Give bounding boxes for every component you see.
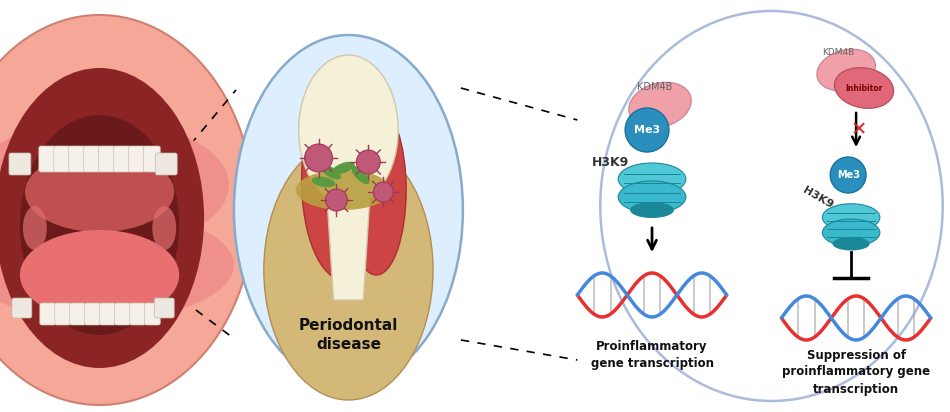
Ellipse shape (352, 166, 370, 184)
FancyBboxPatch shape (85, 303, 101, 325)
Polygon shape (327, 190, 370, 300)
Ellipse shape (0, 15, 254, 405)
Ellipse shape (0, 68, 204, 368)
FancyBboxPatch shape (115, 303, 130, 325)
FancyBboxPatch shape (12, 298, 32, 318)
Circle shape (830, 157, 866, 193)
Text: ✕: ✕ (851, 120, 867, 140)
Ellipse shape (91, 189, 107, 221)
Ellipse shape (332, 162, 354, 174)
Ellipse shape (152, 206, 176, 250)
Ellipse shape (312, 177, 335, 187)
Text: Periodontal
disease: Periodontal disease (298, 318, 398, 352)
FancyBboxPatch shape (154, 298, 174, 318)
Circle shape (305, 144, 332, 172)
FancyBboxPatch shape (39, 146, 56, 172)
Ellipse shape (817, 49, 876, 91)
FancyBboxPatch shape (155, 153, 178, 175)
Ellipse shape (0, 120, 229, 250)
Text: KDM4B: KDM4B (637, 82, 673, 92)
Text: Me3: Me3 (837, 170, 860, 180)
FancyBboxPatch shape (84, 146, 101, 172)
FancyBboxPatch shape (129, 303, 145, 325)
Ellipse shape (823, 219, 880, 246)
Circle shape (326, 189, 348, 211)
FancyBboxPatch shape (128, 146, 145, 172)
Text: Inhibitor: Inhibitor (846, 84, 883, 93)
Text: KDM4B: KDM4B (822, 47, 854, 56)
Ellipse shape (20, 115, 180, 335)
Text: Me3: Me3 (634, 125, 660, 135)
Circle shape (373, 182, 393, 202)
Ellipse shape (834, 68, 894, 108)
Ellipse shape (347, 105, 407, 275)
Ellipse shape (629, 82, 692, 128)
Circle shape (356, 150, 380, 174)
Ellipse shape (600, 11, 942, 401)
FancyBboxPatch shape (40, 303, 56, 325)
Ellipse shape (298, 55, 398, 205)
FancyBboxPatch shape (99, 146, 116, 172)
FancyBboxPatch shape (69, 303, 86, 325)
Ellipse shape (25, 152, 174, 232)
FancyBboxPatch shape (68, 146, 86, 172)
FancyBboxPatch shape (9, 153, 30, 175)
Text: Proinflammatory
gene transcription: Proinflammatory gene transcription (591, 340, 713, 370)
Ellipse shape (23, 206, 47, 250)
Ellipse shape (264, 140, 433, 400)
Ellipse shape (618, 163, 686, 195)
Ellipse shape (832, 237, 870, 250)
Text: H3K9: H3K9 (592, 155, 629, 169)
FancyBboxPatch shape (55, 303, 70, 325)
Ellipse shape (618, 181, 686, 213)
FancyBboxPatch shape (144, 303, 161, 325)
Ellipse shape (295, 170, 391, 210)
Ellipse shape (823, 204, 880, 231)
Text: H3K9: H3K9 (802, 185, 835, 211)
FancyBboxPatch shape (143, 146, 161, 172)
FancyBboxPatch shape (113, 146, 130, 172)
Ellipse shape (301, 80, 386, 280)
FancyBboxPatch shape (100, 303, 116, 325)
Text: Suppression of
proinflammatory gene
transcription: Suppression of proinflammatory gene tran… (782, 349, 930, 396)
Ellipse shape (234, 35, 463, 385)
Ellipse shape (320, 165, 341, 179)
Ellipse shape (0, 210, 234, 320)
Ellipse shape (20, 230, 180, 320)
FancyBboxPatch shape (54, 146, 70, 172)
Ellipse shape (630, 202, 674, 218)
Circle shape (625, 108, 669, 152)
